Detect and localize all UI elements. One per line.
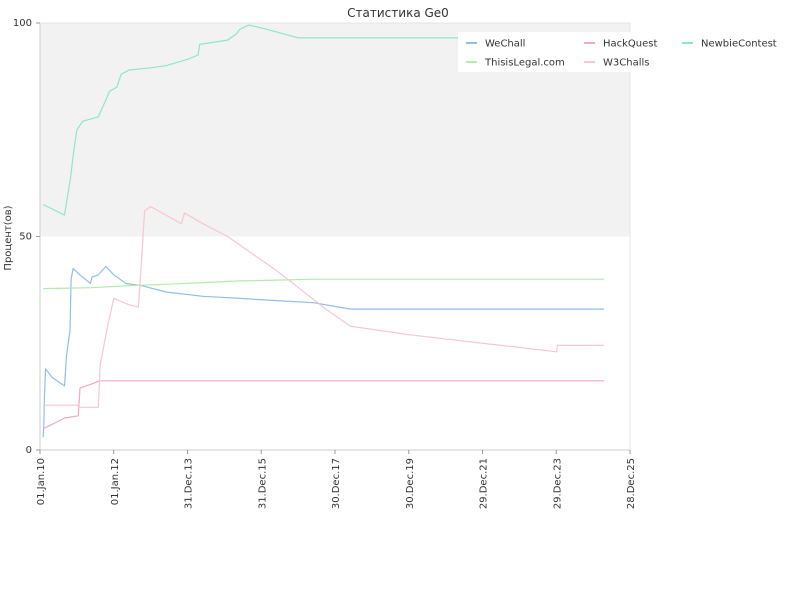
series-line-2 bbox=[42, 24, 492, 216]
series-line-3 bbox=[43, 278, 604, 290]
legend-label: NewbieContest bbox=[701, 39, 777, 50]
legend-label: WeChall bbox=[485, 39, 525, 50]
x-tick-label: 30.Dec.19 bbox=[405, 458, 416, 509]
y-tick-label: 0 bbox=[26, 445, 32, 456]
y-axis-label: Процент(ов) bbox=[3, 205, 14, 270]
x-tick-label: 29.Dec.21 bbox=[479, 458, 490, 509]
series-line-0 bbox=[42, 265, 604, 438]
series-line-4 bbox=[43, 206, 604, 408]
chart-title: Статистика Ge0 bbox=[347, 6, 449, 20]
y-tick-label: 100 bbox=[13, 18, 32, 29]
legend-label: HackQuest bbox=[603, 39, 658, 50]
x-tick-label: 31.Dec.13 bbox=[184, 458, 195, 509]
y-tick-layer: 0 50 100 bbox=[13, 18, 40, 456]
x-tick-label: 01.Jan.12 bbox=[110, 458, 121, 505]
legend-label: W3Challs bbox=[603, 58, 649, 69]
y-tick-label: 50 bbox=[19, 232, 32, 243]
series-line-1 bbox=[42, 380, 604, 430]
x-tick-layer: 01.Jan.10 01.Jan.12 31.Dec.13 31.Dec.15 30.D… bbox=[36, 450, 637, 509]
legend: WeChall HackQuest NewbieContest ThisisLegal… bbox=[458, 32, 780, 72]
x-tick-label: 29.Dec.23 bbox=[552, 458, 563, 509]
legend-label: ThisisLegal.com bbox=[484, 58, 565, 69]
x-tick-label: 01.Jan.10 bbox=[36, 458, 47, 505]
legend-box bbox=[458, 32, 780, 72]
x-tick-label: 31.Dec.15 bbox=[257, 458, 268, 509]
x-tick-label: 28.Dec.25 bbox=[626, 458, 637, 509]
x-tick-label: 30.Dec.17 bbox=[331, 458, 342, 509]
series-layer bbox=[42, 24, 604, 438]
